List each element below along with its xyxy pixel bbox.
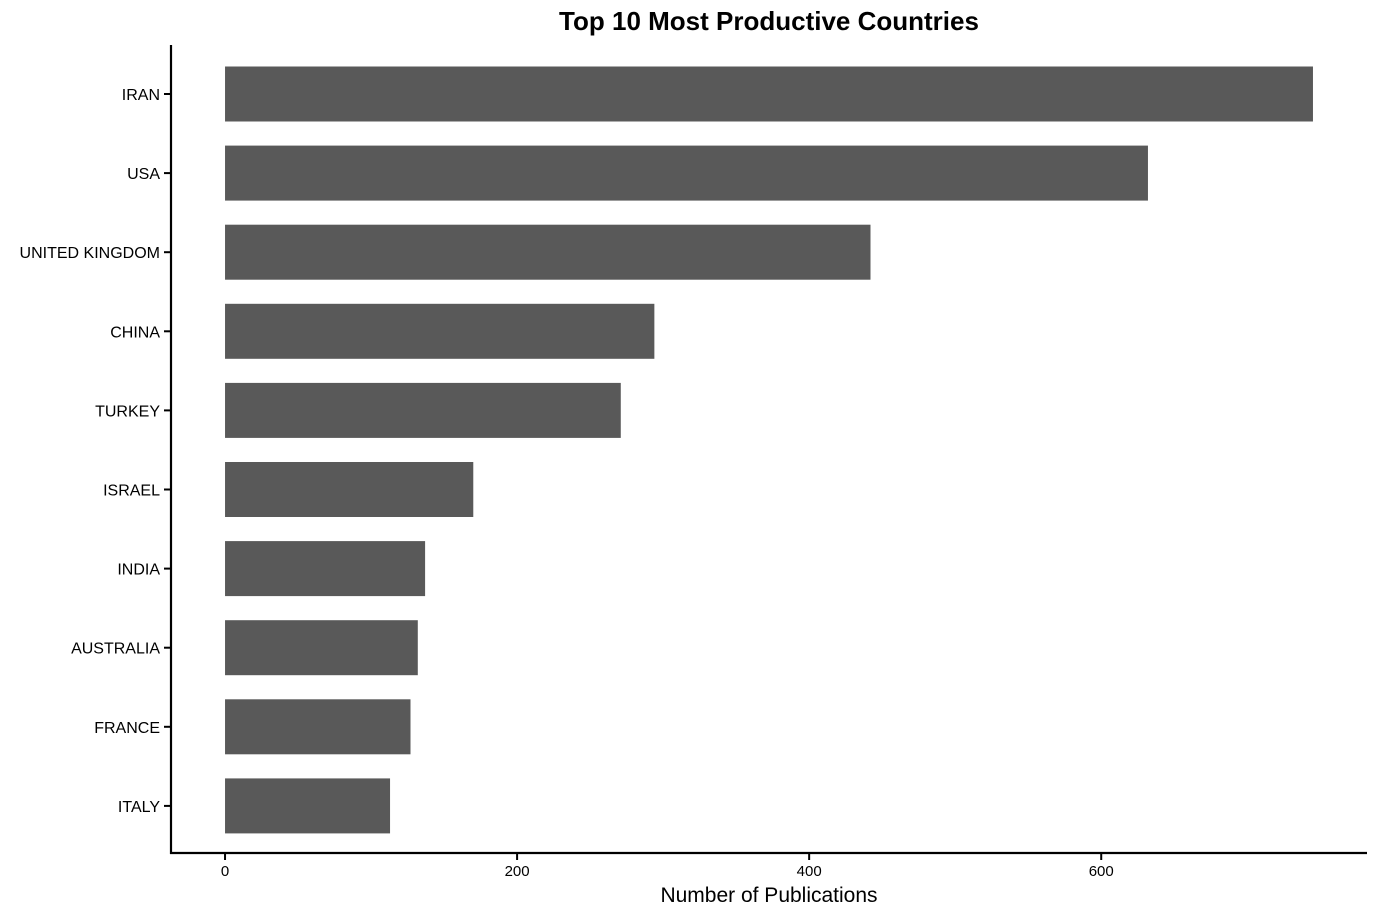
bar-australia [225,620,418,676]
category-label: FRANCE [94,720,160,737]
x-tick-label: 400 [797,863,822,880]
category-label: TURKEY [95,403,160,420]
bar-united-kingdom [225,224,871,280]
bar-usa [225,145,1148,201]
bar-china [225,303,655,359]
x-axis-title: Number of Publications [660,884,877,907]
y-axis-ticks [164,93,171,807]
category-label: ISRAEL [103,483,160,500]
category-label: ITALY [118,799,160,816]
category-labels: IRAN USA UNITED KINGDOM CHINA TURKEY ISRAEL IN… [20,87,161,816]
category-label: AUSTRALIA [71,641,160,658]
bar-israel [225,462,474,517]
bar-italy [225,778,391,834]
bar-iran [225,66,1313,122]
x-tick-label: 600 [1089,863,1114,880]
chart-title: Top 10 Most Productive Countries [559,6,979,36]
bar-turkey [225,382,621,438]
category-label: INDIA [117,562,160,579]
category-label: IRAN [122,87,160,104]
bar-france [225,699,411,755]
bar-india [225,541,426,597]
category-label: UNITED KINGDOM [20,245,160,262]
x-tick-label: 0 [221,863,229,880]
x-axis-ticks: 0 200 400 600 [221,853,1114,880]
category-label: USA [127,166,160,183]
bars-group [225,66,1313,834]
category-label: CHINA [110,324,160,341]
x-tick-label: 200 [505,863,530,880]
